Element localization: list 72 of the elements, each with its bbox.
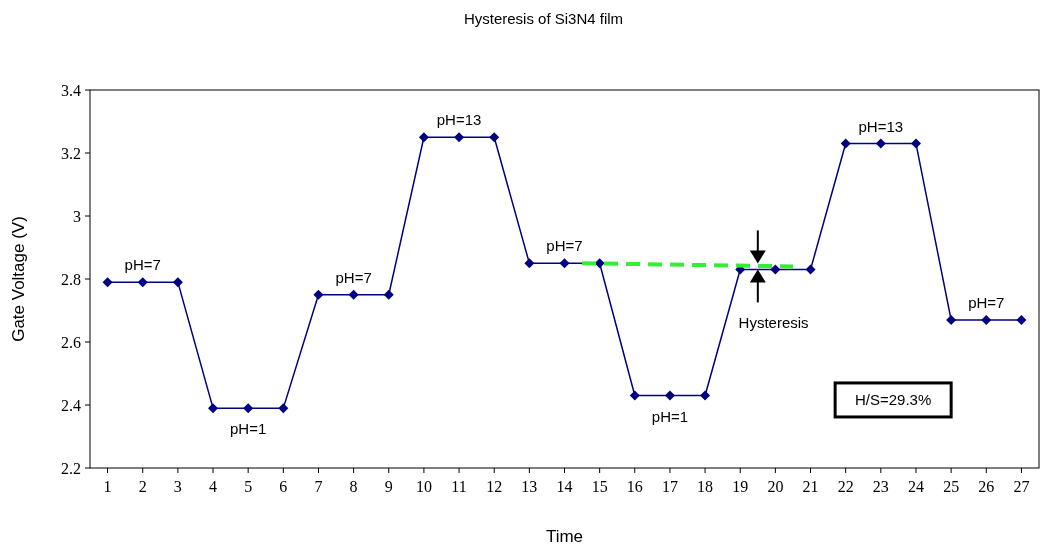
x-tick-label: 20	[767, 478, 784, 495]
point	[840, 138, 851, 149]
x-tick-label: 19	[732, 478, 749, 495]
point	[418, 132, 429, 143]
annotation: pH=13	[436, 111, 482, 129]
y-tick-label: 2.2	[61, 460, 81, 477]
x-tick-label: 9	[384, 478, 393, 495]
x-tick-label: 5	[244, 478, 253, 495]
x-tick-label: 22	[837, 478, 854, 495]
point	[348, 289, 359, 300]
point	[629, 390, 640, 401]
point	[454, 132, 465, 143]
x-tick-label: 27	[1013, 478, 1030, 495]
x-tick-label: 17	[661, 478, 678, 495]
point	[524, 258, 535, 269]
point	[489, 132, 500, 143]
point	[805, 264, 816, 275]
x-tick-label: 10	[415, 478, 432, 495]
x-tick-label: 6	[279, 478, 288, 495]
point	[875, 138, 886, 149]
x-tick-label: 25	[943, 478, 960, 495]
x-tick-label: 21	[802, 478, 819, 495]
chart-title: Hysteresis of Si3N4 film	[463, 10, 624, 27]
point	[910, 138, 921, 149]
x-tick-label: 8	[349, 478, 358, 495]
point	[559, 258, 570, 269]
annotation: pH=1	[230, 420, 267, 438]
x-tick-label: 14	[556, 478, 573, 495]
y-tick-label: 3.2	[61, 145, 81, 162]
x-tick-label: 26	[978, 478, 995, 495]
x-tick-label: 13	[521, 478, 538, 495]
point	[770, 264, 781, 275]
annotation: pH=1	[651, 407, 689, 425]
y-tick-label: 3	[73, 208, 81, 225]
point	[383, 289, 394, 300]
point	[313, 289, 324, 300]
point	[278, 403, 289, 414]
x-tick-label: 23	[872, 478, 889, 495]
y-axis-title: Gate Voltage (V)	[9, 216, 28, 342]
annotation: pH=7	[546, 237, 583, 255]
x-tick-label: 18	[697, 478, 714, 495]
y-tick-label: 2.4	[61, 397, 81, 414]
point	[946, 314, 957, 325]
point	[664, 390, 675, 401]
x-tick-label: 7	[314, 478, 323, 495]
y-tick-label: 3.4	[61, 82, 81, 99]
point	[137, 277, 148, 288]
point	[208, 403, 219, 414]
x-tick-label: 4	[209, 478, 218, 495]
point	[102, 277, 113, 288]
point	[1016, 314, 1027, 325]
annotation: pH=7	[335, 268, 372, 286]
point	[700, 390, 711, 401]
y-tick-label: 2.6	[61, 334, 81, 351]
x-axis-title: Time	[545, 527, 584, 546]
annotation: Hysteresis	[738, 314, 809, 332]
point	[172, 277, 183, 288]
x-tick-label: 11	[451, 478, 467, 495]
point	[243, 403, 254, 414]
annotation: pH=7	[124, 256, 161, 274]
y-tick-label: 2.8	[61, 271, 81, 288]
x-tick-label: 12	[486, 478, 503, 495]
x-tick-label: 2	[138, 478, 147, 495]
x-tick-label: 16	[626, 478, 643, 495]
x-tick-label: 15	[591, 478, 608, 495]
annotation: H/S=29.3%	[854, 390, 932, 408]
point	[981, 314, 992, 325]
x-tick-label: 3	[173, 478, 182, 495]
x-tick-label: 1	[103, 478, 112, 495]
annotation: pH=7	[968, 293, 1005, 311]
x-tick-label: 24	[907, 478, 924, 495]
annotation: pH=13	[858, 117, 904, 135]
